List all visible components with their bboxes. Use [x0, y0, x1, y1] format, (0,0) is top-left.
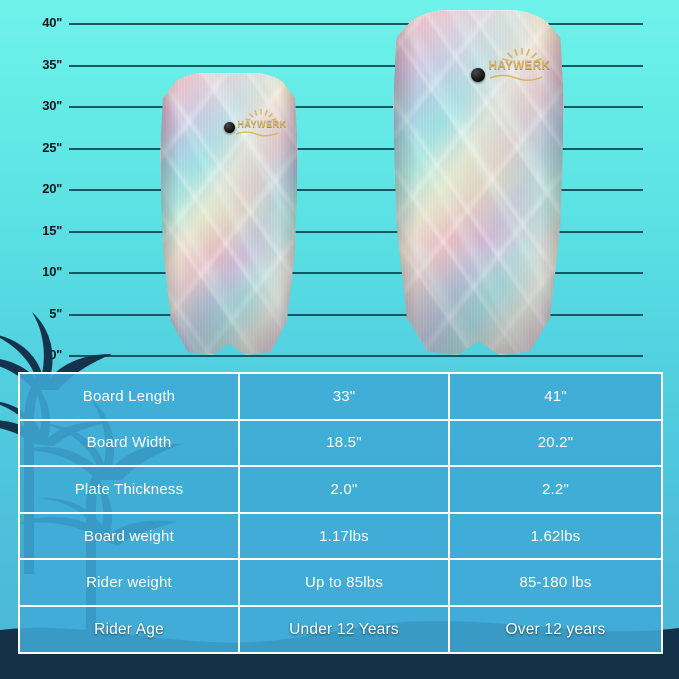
spec-value-small: 33" — [240, 374, 450, 419]
ruler-tick-line — [69, 230, 643, 233]
board-rail-small — [160, 73, 298, 355]
leash-plug-large — [471, 68, 485, 82]
ruler-tick-label: 20" — [42, 181, 62, 196]
spec-row-label: Rider Age — [20, 606, 240, 654]
ruler-tick-label: 0" — [49, 347, 62, 362]
ruler-tick-label: 15" — [42, 222, 62, 238]
bodyboard-small: HAYWERK — [160, 73, 298, 355]
ruler-tick-label: 30" — [42, 98, 62, 113]
board-rail-large — [393, 10, 564, 355]
spec-row-label: Board Width — [20, 420, 240, 466]
spec-row-label: Board weight — [20, 513, 240, 559]
spec-value-large: 41" — [544, 387, 567, 405]
table-row: Board Width 18.5" 20.2" — [20, 420, 661, 468]
table-row: Rider Age Under 12 Years Over 12 years — [20, 606, 661, 654]
table-row: Board weight 1.17lbs 1.62lbs — [20, 513, 661, 561]
spec-value-small: Up to 85lbs — [240, 560, 450, 605]
spec-row-label: Board Length — [20, 374, 240, 419]
spec-value-small: 18.5" — [240, 420, 450, 466]
specification-table: Board Length 33" 41" Board Width 18.5" 20.2" P… — [18, 372, 663, 654]
bodyboard-large: HAYWERK — [393, 10, 564, 355]
spec-value-small: 2.0" — [240, 467, 450, 512]
spec-value-small: Under 12 Years — [240, 606, 450, 654]
ruler-tick-line — [69, 272, 643, 274]
spec-value-small: 1.17lbs — [240, 513, 450, 559]
ruler-tick-line — [69, 106, 643, 108]
ruler-tick-label: 25" — [42, 139, 62, 155]
spec-value-large: Over 12 years — [505, 621, 606, 639]
spec-value-large: 85-180 lbs — [519, 574, 592, 592]
spec-row-label: Plate Thickness — [20, 467, 240, 512]
ruler-tick-label: 5" — [49, 305, 62, 321]
ruler-tick-line — [69, 64, 643, 67]
table-row: Board Length 33" 41" — [20, 374, 661, 421]
table-row: Plate Thickness 2.0" 2.2" — [20, 467, 661, 514]
ruler-tick-line — [69, 23, 643, 25]
spec-value-large: 1.62lbs — [530, 527, 581, 545]
ruler-tick-label: 35" — [42, 56, 62, 72]
ruler-tick-label: 40" — [42, 15, 62, 30]
ruler-tick-line — [69, 189, 643, 191]
ruler-tick-label: 10" — [42, 264, 62, 279]
ruler-tick-line — [69, 313, 643, 316]
ruler-tick-line — [69, 355, 643, 357]
spec-row-label: Rider weight — [20, 560, 240, 605]
board-graphic-large — [393, 10, 564, 355]
ruler-tick-line — [69, 147, 643, 150]
spec-value-large: 2.2" — [542, 480, 569, 498]
leash-plug-small — [224, 122, 235, 133]
table-row: Rider weight Up to 85lbs 85-180 lbs — [20, 560, 661, 607]
spec-value-large: 20.2" — [537, 434, 574, 452]
